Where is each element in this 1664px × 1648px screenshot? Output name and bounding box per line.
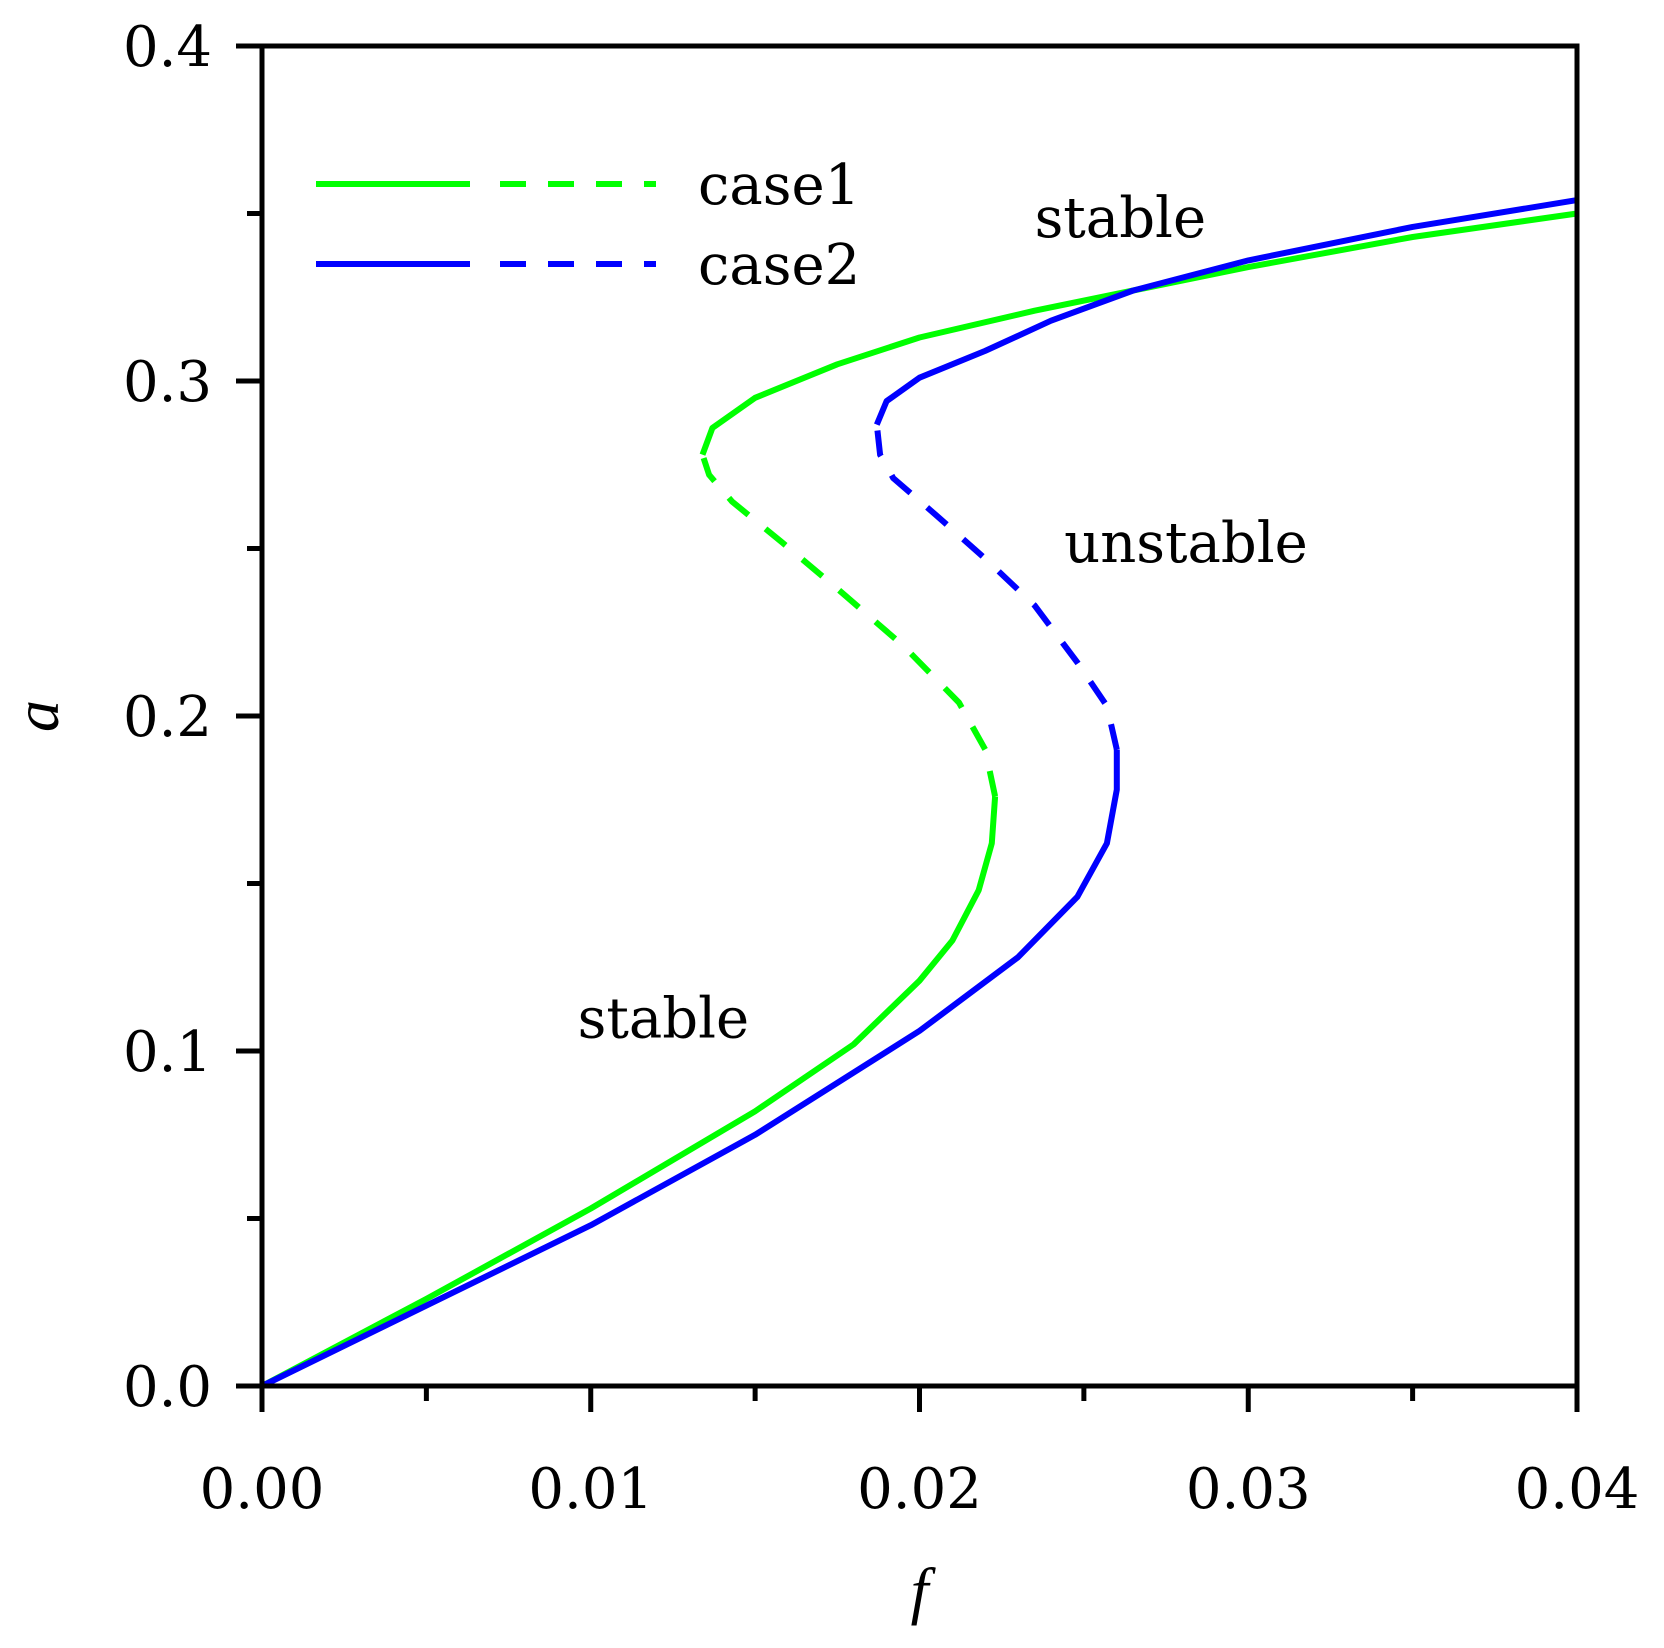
annotations-layer: stable unstable stable (578, 186, 1308, 1052)
annotation: stable (1035, 186, 1207, 251)
plot-frame (259, 43, 1580, 1389)
x-tick-label: 0.00 (200, 1457, 325, 1522)
series-case1 (260, 210, 1578, 1389)
legend: case1 case2 (316, 153, 860, 298)
case2-unstable-line (873, 424, 1120, 751)
x-tick-label: 0.03 (1186, 1457, 1311, 1522)
legend-label: case1 (698, 153, 860, 218)
series-case2 (260, 197, 1578, 1389)
x-tick-label: 0.01 (528, 1457, 653, 1522)
case1-stable-lower-line (260, 796, 999, 1389)
y-tick-label: 0.2 (123, 685, 212, 750)
ticks-layer (236, 43, 1580, 1412)
case1-stable-upper-line (699, 210, 1578, 456)
case1-unstable-line (699, 453, 999, 798)
annotation: unstable (1064, 511, 1308, 576)
y-tick-label: 0.3 (123, 350, 212, 415)
y-axis-title: a (1, 700, 72, 732)
case2-stable-lower-line (260, 749, 1120, 1389)
x-tick-label: 0.02 (857, 1457, 982, 1522)
case2-stable-upper-line (874, 197, 1578, 426)
y-tick-label: 0.0 (123, 1355, 212, 1420)
labels-layer: 0.00 0.01 0.02 0.03 0.04 0.0 0.1 0.2 0.3 0.4 (123, 15, 1639, 1522)
y-tick-label: 0.1 (123, 1020, 212, 1085)
y-tick-label: 0.4 (123, 15, 212, 80)
x-axis-title: f (911, 1555, 937, 1626)
annotation: stable (578, 987, 750, 1052)
x-tick-label: 0.04 (1515, 1457, 1640, 1522)
legend-label: case2 (698, 233, 860, 298)
curves-layer (260, 197, 1578, 1389)
